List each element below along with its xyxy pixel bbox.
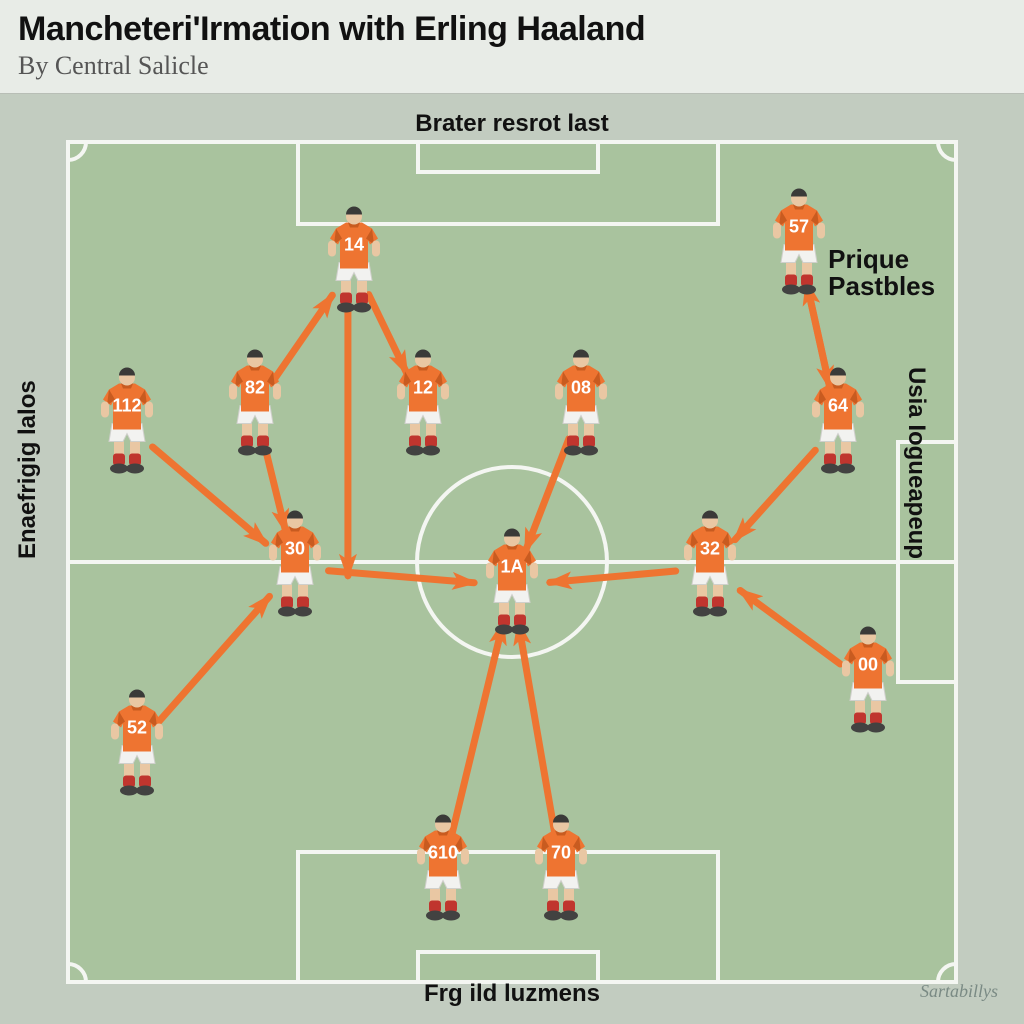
- callout-label: PriquePastbles: [828, 246, 935, 301]
- byline: By Central Salicle: [18, 51, 1006, 81]
- formation-diagram: Brater resrot last Frg ild luzmens Enaef…: [18, 112, 1006, 1006]
- edge-label-right: Usia Iogueapeup: [902, 367, 930, 559]
- page-title: Mancheteri'Irmation with Erling Haaland: [18, 10, 1006, 49]
- edge-label-bottom: Frg ild luzmens: [424, 980, 600, 1008]
- edge-label-top: Brater resrot last: [415, 110, 608, 138]
- header: Mancheteri'Irmation with Erling Haaland …: [0, 0, 1024, 94]
- edge-label-left: Enaefrigig lalos: [14, 380, 42, 559]
- watermark: Sartabillys: [920, 981, 998, 1002]
